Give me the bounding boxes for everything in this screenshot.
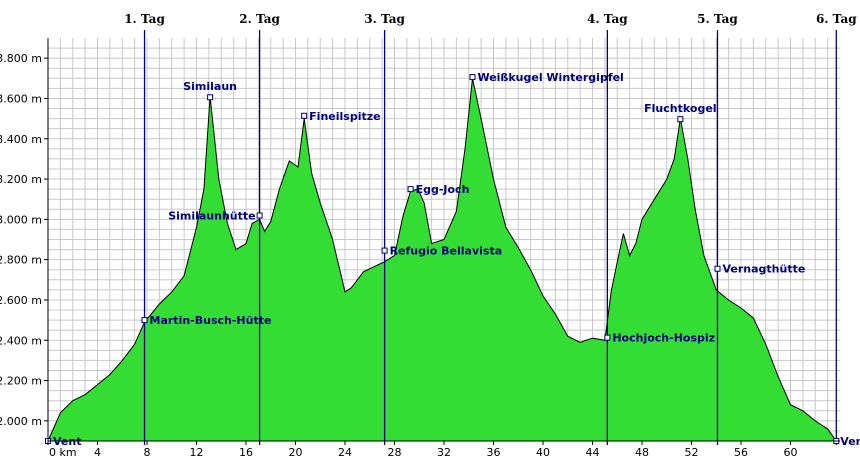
x-tick-label: 56 xyxy=(734,446,748,459)
x-tick-label: 20 xyxy=(289,446,303,459)
waypoint-label: Similaunhütte xyxy=(168,210,255,223)
day-label: 6. Tag xyxy=(816,12,857,26)
y-tick-label: 3.200 m xyxy=(0,173,42,186)
day-label: 5. Tag xyxy=(697,12,738,26)
x-tick-label: 36 xyxy=(487,446,501,459)
x-tick-label: 4 xyxy=(94,446,101,459)
elevation-line xyxy=(47,78,837,442)
day-label: 1. Tag xyxy=(124,12,165,26)
x-tick-label: 28 xyxy=(388,446,402,459)
y-tick-label: 3.600 m xyxy=(0,92,42,105)
waypoint-label: Martin-Busch-Hütte xyxy=(150,314,272,327)
day-label: 2. Tag xyxy=(239,12,280,26)
x-tick-label: 8 xyxy=(144,446,151,459)
waypoint-marker xyxy=(407,186,414,193)
day-label: 3. Tag xyxy=(364,12,405,26)
x-tick-label: 12 xyxy=(190,446,204,459)
x-tick-label: 32 xyxy=(437,446,451,459)
y-tick-label: 3.000 m xyxy=(0,213,42,226)
waypoint-label: Hochjoch-Hospiz xyxy=(612,332,715,345)
y-tick-label: 2.800 m xyxy=(0,254,42,267)
y-tick-label: 2.400 m xyxy=(0,334,42,347)
x-tick-label: 52 xyxy=(685,446,699,459)
waypoint-marker xyxy=(141,317,148,324)
day-markers: 1. Tag 2. Tag 3. Tag 4. Tag 5. Tag 6. Tag xyxy=(124,12,857,445)
waypoint-label: Egg-Joch xyxy=(416,183,470,196)
x-tick-label: 0 km xyxy=(49,446,77,459)
waypoint-marker xyxy=(301,112,308,119)
x-tick-label: 44 xyxy=(586,446,600,459)
day-label: 4. Tag xyxy=(587,12,628,26)
y-tick-label: 2.200 m xyxy=(0,375,42,388)
waypoint-marker xyxy=(469,74,476,81)
y-tick-label: 2.600 m xyxy=(0,294,42,307)
waypoint-label: Refugio Bellavista xyxy=(390,245,503,258)
x-tick-label: 16 xyxy=(239,446,253,459)
waypoint-label: Weißkugel Wintergipfel xyxy=(477,71,623,84)
waypoint-marker xyxy=(256,212,263,219)
waypoint-label: Vernagthütte xyxy=(722,263,805,276)
elevation-fill xyxy=(48,78,837,442)
waypoint-label: Fineilspitze xyxy=(309,110,380,123)
axes: 2.000 m 2.200 m 2.400 m 2.600 m 2.800 m 3.000… xyxy=(0,38,840,459)
y-tick-label: 3.800 m xyxy=(0,52,42,65)
waypoint-marker xyxy=(207,94,214,101)
elevation-area xyxy=(47,78,837,442)
x-tick-label: 24 xyxy=(338,446,352,459)
x-tick-label: 48 xyxy=(635,446,649,459)
x-tick-label: 40 xyxy=(536,446,550,459)
waypoint-label: Vent xyxy=(840,435,860,448)
waypoint-marker xyxy=(604,334,611,341)
y-tick-label: 2.000 m xyxy=(0,415,42,428)
waypoint-label: Similaun xyxy=(183,80,237,93)
waypoint-marker xyxy=(677,116,684,123)
x-tick-label: 60 xyxy=(784,446,798,459)
waypoint-label: Fluchtkogel xyxy=(644,102,716,115)
waypoint-marker xyxy=(714,265,721,272)
waypoint-marker xyxy=(381,247,388,254)
y-tick-label: 3.400 m xyxy=(0,133,42,146)
